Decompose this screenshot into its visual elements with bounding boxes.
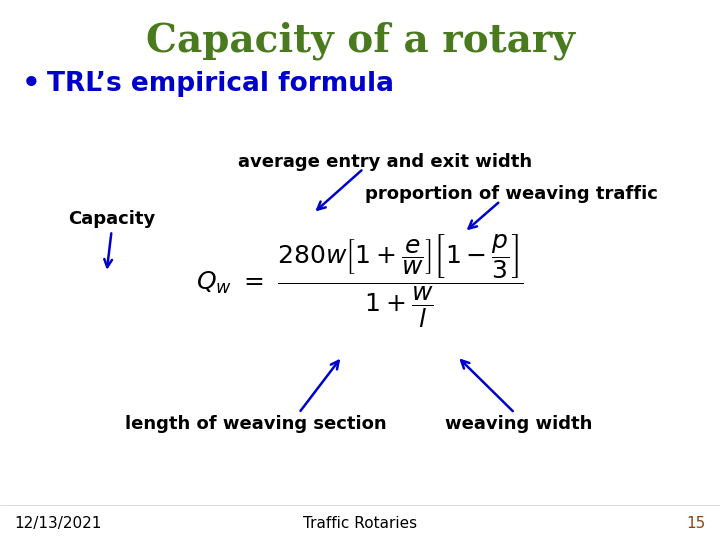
Text: TRL’s empirical formula: TRL’s empirical formula — [47, 71, 394, 97]
Text: weaving width: weaving width — [445, 415, 592, 433]
Text: $Q_w\ =\ \dfrac{280w\left[1 + \dfrac{e}{w}\right]\left[1 - \dfrac{p}{3}\right]}{: $Q_w\ =\ \dfrac{280w\left[1 + \dfrac{e}{… — [196, 232, 524, 329]
Text: 12/13/2021: 12/13/2021 — [14, 516, 102, 531]
Text: 15: 15 — [686, 516, 706, 531]
Text: •: • — [22, 70, 40, 98]
Text: Capacity of a rotary: Capacity of a rotary — [145, 21, 575, 60]
Text: length of weaving section: length of weaving section — [125, 415, 387, 433]
Text: Traffic Rotaries: Traffic Rotaries — [303, 516, 417, 531]
Text: Capacity: Capacity — [68, 210, 156, 228]
Text: average entry and exit width: average entry and exit width — [238, 153, 532, 171]
Text: proportion of weaving traffic: proportion of weaving traffic — [365, 185, 657, 204]
